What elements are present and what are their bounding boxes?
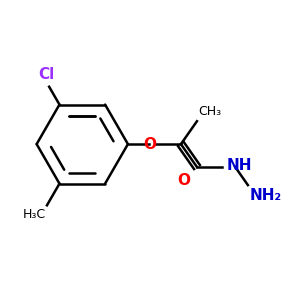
Text: Cl: Cl xyxy=(38,67,54,82)
Text: H₃C: H₃C xyxy=(22,208,46,221)
Text: NH₂: NH₂ xyxy=(249,188,281,203)
Text: NH: NH xyxy=(226,158,252,173)
Text: CH₃: CH₃ xyxy=(198,105,222,118)
Text: O: O xyxy=(177,173,190,188)
Text: O: O xyxy=(143,136,157,152)
